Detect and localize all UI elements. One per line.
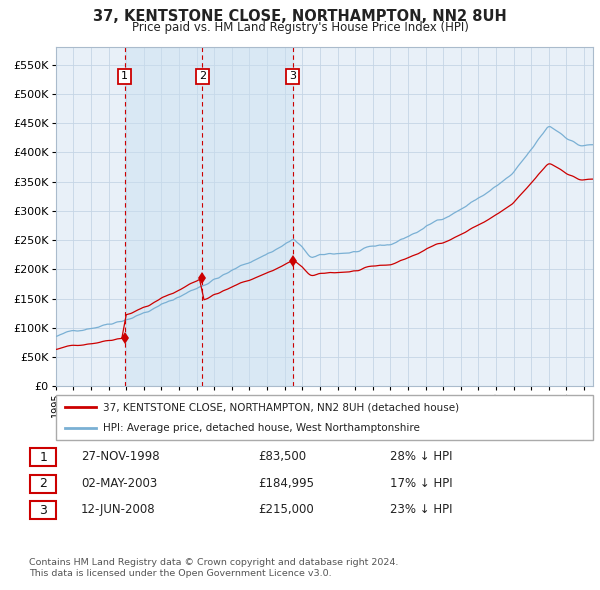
Text: HPI: Average price, detached house, West Northamptonshire: HPI: Average price, detached house, West… [103, 422, 419, 432]
Text: 27-NOV-1998: 27-NOV-1998 [81, 450, 160, 463]
Text: 17% ↓ HPI: 17% ↓ HPI [390, 477, 452, 490]
Text: Contains HM Land Registry data © Crown copyright and database right 2024.: Contains HM Land Registry data © Crown c… [29, 558, 398, 566]
Text: Price paid vs. HM Land Registry's House Price Index (HPI): Price paid vs. HM Land Registry's House … [131, 21, 469, 34]
Text: 2: 2 [39, 477, 47, 490]
Text: 37, KENTSTONE CLOSE, NORTHAMPTON, NN2 8UH (detached house): 37, KENTSTONE CLOSE, NORTHAMPTON, NN2 8U… [103, 402, 458, 412]
Text: £215,000: £215,000 [258, 503, 314, 516]
Text: 12-JUN-2008: 12-JUN-2008 [81, 503, 155, 516]
Text: 3: 3 [289, 71, 296, 81]
Text: 2: 2 [199, 71, 206, 81]
Bar [125, 47, 293, 386]
Text: 3: 3 [39, 504, 47, 517]
Text: 37, KENTSTONE CLOSE, NORTHAMPTON, NN2 8UH: 37, KENTSTONE CLOSE, NORTHAMPTON, NN2 8U… [93, 9, 507, 24]
Text: 1: 1 [39, 451, 47, 464]
Text: 23% ↓ HPI: 23% ↓ HPI [390, 503, 452, 516]
Text: 28% ↓ HPI: 28% ↓ HPI [390, 450, 452, 463]
Text: £83,500: £83,500 [258, 450, 306, 463]
Text: 1: 1 [121, 71, 128, 81]
Text: 02-MAY-2003: 02-MAY-2003 [81, 477, 157, 490]
Text: £184,995: £184,995 [258, 477, 314, 490]
Text: This data is licensed under the Open Government Licence v3.0.: This data is licensed under the Open Gov… [29, 569, 331, 578]
